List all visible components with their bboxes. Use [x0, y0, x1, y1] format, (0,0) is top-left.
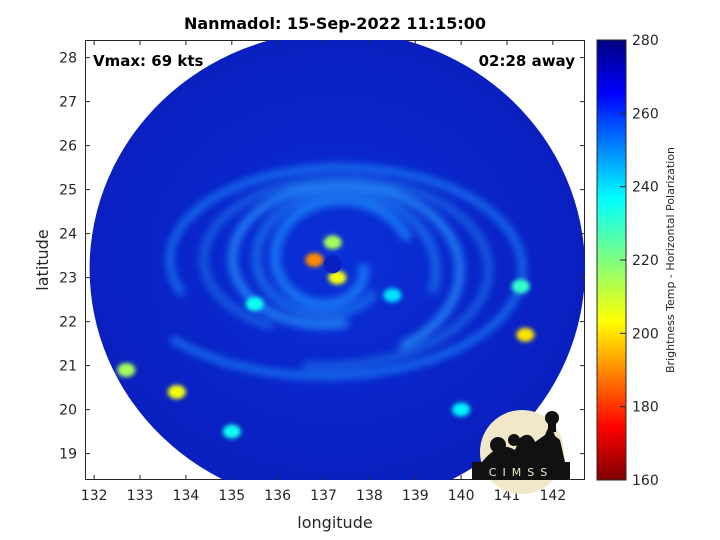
x-tick-label: 138: [356, 488, 383, 504]
y-tick-label: 24: [59, 227, 77, 243]
feature-blob: [117, 363, 136, 377]
x-tick-label: 137: [310, 488, 337, 504]
y-tick-label: 19: [59, 447, 77, 463]
y-tick-label: 25: [59, 183, 77, 199]
feature-blob: [516, 327, 535, 342]
colorbar-ticks: 160 180 200 220 240 260 280: [620, 33, 659, 489]
feature-blob: [167, 385, 186, 399]
y-tick-label: 26: [59, 139, 77, 155]
cimss-logo: CIMSS: [472, 410, 570, 494]
feature-blob: [511, 279, 530, 294]
colorbar-tick-label: 280: [632, 33, 659, 49]
logo-text: CIMSS: [489, 466, 553, 479]
y-tick-label: 23: [59, 271, 77, 287]
colorbar-tick-label: 240: [632, 180, 659, 196]
x-tick-label: 142: [540, 488, 567, 504]
feature-blob: [222, 424, 241, 439]
x-tick-label: 135: [218, 488, 245, 504]
feature-blob: [452, 402, 471, 417]
rain-band: [251, 188, 441, 320]
rain-band: [199, 174, 493, 371]
x-tick-label: 139: [402, 488, 429, 504]
feature-blob: [305, 253, 324, 267]
x-tick-label: 132: [81, 488, 108, 504]
rain-band: [270, 195, 413, 310]
x-tick-label: 140: [448, 488, 475, 504]
y-axis: 19 20 21 22 23 24 25 26 27 28: [59, 51, 585, 463]
x-tick-label: 133: [127, 488, 154, 504]
y-axis-label: latitude: [33, 229, 52, 290]
y-tick-label: 21: [59, 359, 77, 375]
feature-blob: [383, 288, 402, 303]
vmax-annotation: Vmax: 69 kts: [93, 52, 204, 70]
feature-blob: [323, 235, 342, 250]
colorbar-tick-label: 200: [632, 326, 659, 342]
y-tick-label: 27: [59, 95, 77, 111]
chart-title: Nanmadol: 15-Sep-2022 11:15:00: [183, 14, 486, 33]
time-away-annotation: 02:28 away: [478, 52, 575, 70]
x-tick-label: 134: [173, 488, 200, 504]
rain-band: [166, 163, 527, 380]
swath: [89, 40, 585, 480]
feature-blobs: [117, 235, 535, 439]
colorbar-tick-label: 160: [632, 473, 659, 489]
rain-bands: [166, 163, 527, 380]
feature-blob: [245, 297, 264, 311]
eye: [323, 255, 342, 274]
y-tick-label: 20: [59, 403, 77, 419]
colorbar-tick-label: 220: [632, 253, 659, 269]
x-tick-label: 136: [264, 488, 291, 504]
y-tick-label: 28: [59, 51, 77, 67]
x-axis-label: longitude: [297, 513, 372, 532]
colorbar-label: Brightness Temp - Horizontal Polarizatio…: [664, 147, 677, 373]
y-tick-label: 22: [59, 315, 77, 331]
rain-band: [228, 180, 464, 351]
feature-blob: [328, 270, 347, 285]
colorbar-tick-label: 180: [632, 400, 659, 416]
colorbar-tick-label: 260: [632, 106, 659, 122]
